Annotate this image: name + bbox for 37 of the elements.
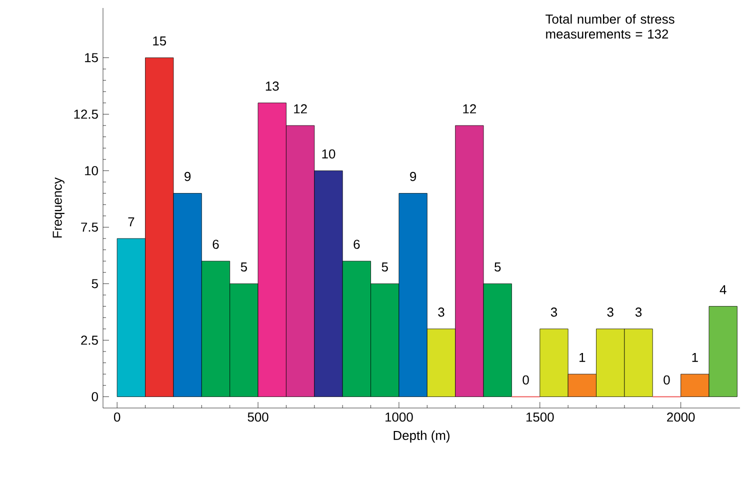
y-tick-label: 10 xyxy=(85,166,98,176)
data-label: 9 xyxy=(410,172,416,182)
data-label: 15 xyxy=(153,36,166,46)
x-axis-title: Depth (m) xyxy=(394,430,450,443)
data-label: 5 xyxy=(382,262,388,272)
data-label: 6 xyxy=(354,240,360,249)
y-axis-title: Frequency xyxy=(52,177,64,238)
data-label: 12 xyxy=(294,104,307,114)
data-label: 3 xyxy=(550,308,558,317)
data-label: 0 xyxy=(522,375,529,384)
annotation: Total number of stress measurements = 132 xyxy=(546,14,674,39)
y-tick-label: 15 xyxy=(85,53,98,62)
data-label: 6 xyxy=(212,240,219,249)
data-label: 13 xyxy=(266,82,279,91)
data-label: 5 xyxy=(494,262,501,272)
y-tick-label: 7.5 xyxy=(81,222,98,232)
data-label: 7 xyxy=(128,217,134,226)
x-tick-label: 0 xyxy=(114,412,120,422)
x-tick-label: 1500 xyxy=(526,412,554,422)
data-label: 0 xyxy=(664,375,670,384)
x-tick-label: 1000 xyxy=(386,412,413,422)
x-tick-label: 500 xyxy=(248,412,268,422)
y-tick-label: 5 xyxy=(92,279,98,288)
data-label: 3 xyxy=(607,308,614,317)
data-label: 1 xyxy=(580,352,586,362)
data-label: 1 xyxy=(692,352,698,362)
y-tick-label: 0 xyxy=(92,392,98,402)
y-tick-label: 12.5 xyxy=(74,110,98,119)
data-label: 4 xyxy=(720,285,726,294)
data-label: 3 xyxy=(635,308,642,317)
y-tick-label: 2.5 xyxy=(81,336,98,345)
data-label: 5 xyxy=(240,262,247,272)
data-label: 9 xyxy=(184,172,191,182)
data-label: 12 xyxy=(463,104,476,114)
x-tick-label: 2000 xyxy=(667,412,695,422)
data-label: 3 xyxy=(438,308,444,317)
data-label: 10 xyxy=(322,149,336,159)
